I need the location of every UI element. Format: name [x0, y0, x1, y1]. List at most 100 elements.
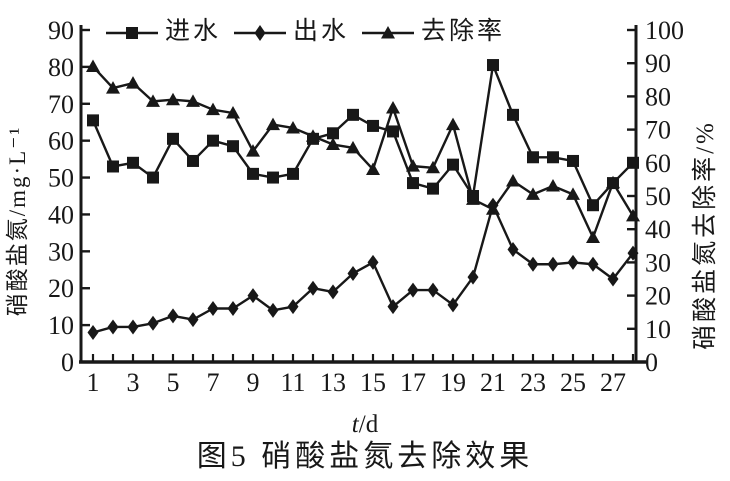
- diamond-marker: [327, 284, 339, 300]
- tick-label: 100: [645, 16, 684, 45]
- tick-label: 30: [645, 248, 671, 277]
- tick-label: 11: [280, 368, 305, 397]
- tick-label: 60: [48, 127, 74, 156]
- series-removal-rate-line: [92, 65, 635, 239]
- tick-label: 70: [645, 116, 671, 145]
- tick-label: 5: [167, 368, 180, 397]
- triangle-marker: [426, 160, 440, 174]
- diamond-marker: [207, 301, 219, 317]
- chart-legend: 进水 出水 去除率: [106, 18, 506, 45]
- triangle-marker: [126, 76, 140, 89]
- square-marker: [507, 108, 519, 121]
- diamond-marker: [367, 254, 379, 270]
- diamond-marker: [467, 269, 479, 285]
- triangle-marker: [306, 129, 320, 142]
- square-marker: [127, 156, 139, 169]
- triangle-marker: [106, 81, 120, 94]
- diamond-marker: [167, 308, 179, 324]
- series-effluent-line: [92, 204, 634, 334]
- triangle-marker: [406, 159, 420, 172]
- square-marker: [327, 127, 339, 140]
- tick-label: 10: [48, 311, 74, 340]
- tick-label: 3: [127, 368, 140, 397]
- triangle-marker: [486, 202, 500, 215]
- triangle-marker: [566, 187, 580, 200]
- x-axis-variable: t: [351, 411, 359, 438]
- diamond-marker: [307, 280, 319, 296]
- tick-label: 23: [520, 368, 546, 397]
- triangle-marker: [446, 117, 460, 131]
- triangle-marker: [326, 137, 340, 151]
- triangle-marker: [506, 174, 520, 187]
- axes: [79, 25, 646, 364]
- tick-label: 70: [48, 90, 74, 119]
- tick-label: 15: [360, 368, 386, 397]
- diamond-marker: [187, 312, 199, 328]
- tick-label: 50: [645, 182, 671, 211]
- diamond-marker: [567, 254, 579, 270]
- triangle-marker: [266, 117, 280, 131]
- square-marker: [527, 151, 539, 164]
- square-marker: [207, 134, 219, 147]
- triangle-marker: [546, 179, 560, 192]
- square-marker: [147, 171, 159, 184]
- legend-item-influent: 进水: [106, 19, 221, 45]
- square-marker: [387, 125, 399, 138]
- left-axis-ticks: 0 10 20 30 40 50 60 70 80 90: [48, 16, 90, 377]
- diamond-marker: [427, 282, 439, 298]
- tick-label: 40: [645, 215, 671, 244]
- tick-label: 27: [600, 368, 626, 397]
- tick-label: 10: [645, 315, 671, 344]
- triangle-marker: [606, 175, 620, 189]
- left-axis-title: 硝酸盐氮/mg·L⁻¹: [5, 125, 30, 317]
- series-removal-rate: [86, 59, 640, 243]
- square-marker: [567, 154, 579, 167]
- legend-square-marker-icon: [106, 26, 158, 39]
- diamond-marker: [347, 265, 359, 281]
- triangle-marker: [226, 106, 240, 119]
- diamond-marker: [587, 256, 599, 272]
- square-marker: [167, 132, 179, 145]
- triangle-marker: [386, 101, 400, 114]
- diamond-marker: [107, 319, 119, 335]
- triangle-marker: [346, 140, 360, 154]
- diamond-marker: [447, 297, 459, 313]
- square-marker: [187, 154, 199, 167]
- square-marker: [227, 140, 239, 153]
- tick-label: 50: [48, 164, 74, 193]
- tick-label: 30: [48, 237, 74, 266]
- triangle-marker: [166, 92, 180, 106]
- tick-label: 25: [560, 368, 586, 397]
- triangle-marker: [246, 144, 260, 157]
- tick-label: 60: [645, 149, 671, 178]
- legend-label-effluent: 出水: [293, 18, 350, 45]
- tick-label: 20: [48, 274, 74, 303]
- tick-label: 19: [440, 368, 466, 397]
- legend-label-removal-rate: 去除率: [421, 18, 506, 45]
- tick-label: 9: [247, 368, 260, 397]
- triangle-marker: [146, 94, 160, 107]
- square-marker: [487, 59, 499, 72]
- triangle-marker: [466, 192, 480, 205]
- x-axis-unit: /d: [358, 411, 379, 438]
- chart-canvas: 0102030405060708090010203040506070809010…: [48, 16, 684, 397]
- tick-label: 0: [61, 348, 74, 377]
- diamond-marker: [507, 241, 519, 257]
- triangle-marker: [206, 102, 220, 116]
- square-marker: [107, 160, 119, 173]
- tick-label: 90: [48, 16, 74, 45]
- right-axis-ticks: 0 10 20 30 40 50 60 70 80 90 100: [627, 16, 684, 377]
- diamond-marker: [607, 271, 619, 287]
- diamond-marker: [387, 299, 399, 315]
- diamond-marker: [147, 315, 159, 331]
- legend-diamond-marker-icon: [234, 24, 287, 41]
- square-marker: [367, 119, 379, 132]
- triangle-marker: [526, 187, 540, 200]
- diamond-marker: [247, 288, 259, 304]
- series-effluent: [87, 197, 639, 340]
- diamond-marker: [87, 324, 99, 340]
- legend-item-effluent: 出水: [234, 18, 350, 45]
- diamond-marker: [267, 302, 279, 318]
- square-marker: [87, 114, 99, 127]
